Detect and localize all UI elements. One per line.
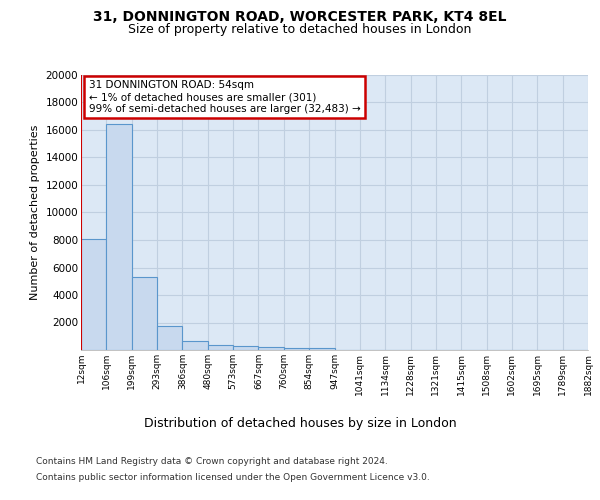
Text: Contains public sector information licensed under the Open Government Licence v3: Contains public sector information licen… bbox=[36, 472, 430, 482]
Bar bbox=[157, 326, 182, 350]
Bar bbox=[106, 124, 132, 350]
Bar bbox=[259, 347, 284, 350]
Text: Distribution of detached houses by size in London: Distribution of detached houses by size … bbox=[143, 418, 457, 430]
Text: 31 DONNINGTON ROAD: 54sqm
← 1% of detached houses are smaller (301)
99% of semi-: 31 DONNINGTON ROAD: 54sqm ← 1% of detach… bbox=[89, 80, 361, 114]
Bar bbox=[309, 348, 335, 350]
Bar bbox=[81, 238, 106, 350]
Y-axis label: Number of detached properties: Number of detached properties bbox=[30, 125, 40, 300]
Text: Contains HM Land Registry data © Crown copyright and database right 2024.: Contains HM Land Registry data © Crown c… bbox=[36, 458, 388, 466]
Text: Size of property relative to detached houses in London: Size of property relative to detached ho… bbox=[128, 22, 472, 36]
Bar bbox=[233, 346, 259, 350]
Text: 31, DONNINGTON ROAD, WORCESTER PARK, KT4 8EL: 31, DONNINGTON ROAD, WORCESTER PARK, KT4… bbox=[93, 10, 507, 24]
Bar bbox=[208, 346, 233, 350]
Bar bbox=[132, 277, 157, 350]
Bar bbox=[182, 341, 208, 350]
Bar bbox=[284, 348, 309, 350]
